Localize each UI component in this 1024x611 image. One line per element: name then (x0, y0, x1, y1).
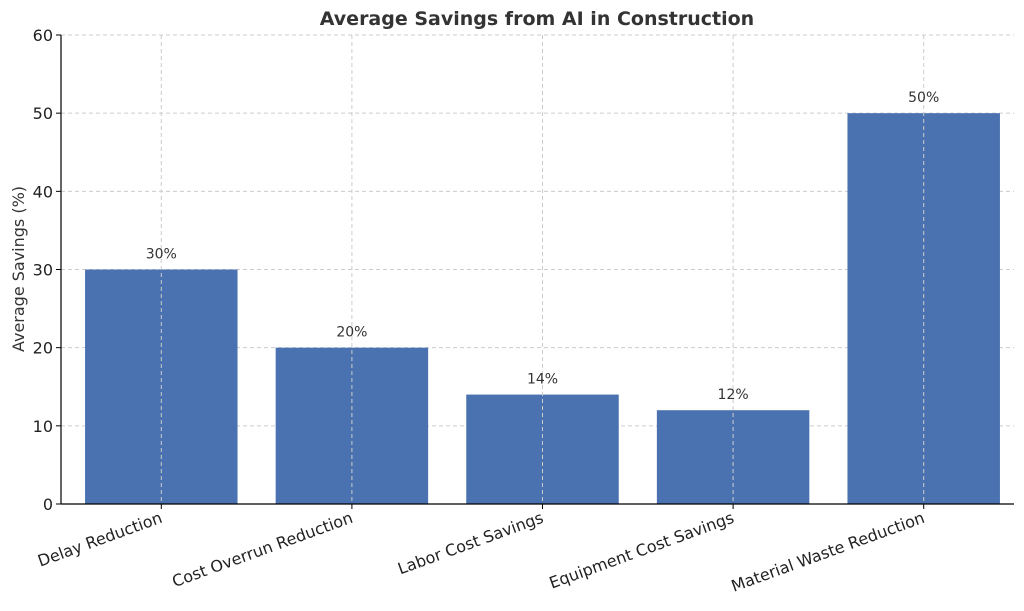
data-label: 20% (336, 325, 367, 341)
y-tick-label: 60 (33, 26, 53, 45)
data-label: 12% (718, 387, 749, 403)
y-tick-label: 30 (33, 261, 53, 280)
y-tick-label: 50 (33, 104, 53, 123)
y-tick-label: 20 (33, 339, 53, 358)
axis-layer (56, 34, 1014, 509)
y-tick-label: 0 (43, 495, 53, 514)
x-tick-label: Delay Reduction (35, 508, 165, 571)
chart-title: Average Savings from AI in Construction (320, 8, 754, 30)
x-tick-label: Cost Overrun Reduction (169, 508, 355, 591)
y-tick-label: 10 (33, 417, 53, 436)
data-label: 50% (908, 90, 939, 106)
y-tick-label: 40 (33, 182, 53, 201)
x-tick-label: Equipment Cost Savings (547, 508, 737, 593)
x-tick-label: Labor Cost Savings (395, 508, 546, 578)
data-label: 14% (527, 372, 558, 388)
y-axis-label: Average Savings (%) (9, 186, 28, 352)
overlay-grid-layer (160, 35, 925, 504)
data-label: 30% (146, 247, 177, 263)
x-tick-label: Material Waste Reduction (729, 508, 927, 596)
